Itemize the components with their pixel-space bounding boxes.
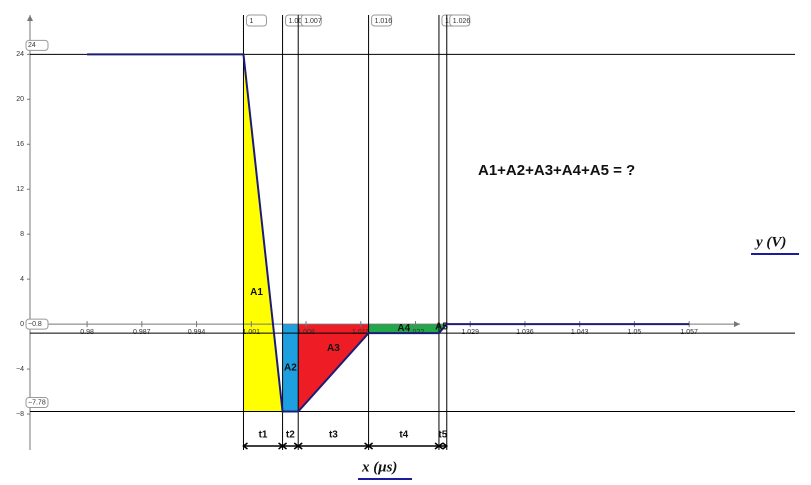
marker-label-box [300, 14, 322, 27]
x-tick-label: 1.057 [680, 329, 698, 336]
marker-label-box [25, 39, 49, 51]
arrow-head [242, 442, 248, 450]
x-tick-label: 0.987 [133, 329, 151, 336]
x-axis-arrow [734, 321, 740, 328]
x-marker-label: 1.005 [289, 18, 307, 25]
x-tick-label: 1.036 [516, 329, 534, 336]
area-label: A1 [250, 287, 263, 298]
y-tick-label: 16 [16, 141, 24, 148]
marker-label-box [245, 14, 267, 27]
x-tick-label: 1.008 [297, 329, 315, 336]
x-marker-label: 1.026 [453, 18, 471, 25]
marker-label-box [25, 318, 49, 330]
y-axis-arrow [27, 15, 33, 21]
x-tick-label: 0.994 [188, 329, 206, 336]
marker-label-box [25, 397, 49, 409]
interval-label: t3 [329, 430, 338, 441]
x-marker-label: 1 [249, 18, 253, 25]
arrow-head [296, 442, 303, 450]
area-label: A3 [327, 343, 340, 354]
y-tick-label: 12 [16, 186, 24, 193]
x-tick-label: 1.029 [461, 329, 479, 336]
marker-label-box [449, 14, 471, 27]
y-axis-label: y (V) [754, 234, 786, 250]
y-tick-label: 4 [20, 276, 24, 283]
x-marker-label: 1.016 [375, 18, 393, 25]
x-tick-label: 1.001 [243, 329, 261, 336]
area-label: A4 [397, 323, 410, 334]
y-tick-label: 20 [16, 96, 24, 103]
interval-label: t1 [259, 430, 268, 441]
x-tick-label: 0.98 [80, 329, 94, 336]
y-tick-label: 8 [20, 231, 24, 238]
arrow-head [437, 442, 444, 450]
y-tick-label: 0 [20, 321, 24, 328]
data-line [87, 53, 690, 413]
y-marker-label: −0.8 [28, 321, 42, 328]
interval-label: t4 [399, 430, 408, 441]
area-label: A5 [435, 322, 448, 333]
area [368, 324, 439, 334]
y-marker-label: −7.78 [28, 399, 46, 406]
area [298, 324, 369, 412]
chart-title: A1+A2+A3+A4+A5 = ? [478, 162, 635, 179]
interval-label: t5 [438, 430, 447, 441]
marker-label-box [371, 14, 393, 27]
y-tick-label: 24 [16, 51, 24, 58]
arrow-head [281, 442, 288, 450]
y-tick-label: −4 [16, 366, 24, 373]
interval-label: t2 [286, 430, 295, 441]
arrow-head [367, 442, 374, 450]
x-tick-label: 1.043 [571, 329, 589, 336]
x-axis-label: x (μs) [361, 459, 397, 475]
x-tick-label: 1.05 [628, 329, 642, 336]
y-marker-label: 24 [28, 42, 36, 49]
area-label: A2 [284, 362, 297, 373]
arrow-head [442, 442, 449, 450]
area [282, 324, 299, 412]
x-marker-label: 1.007 [304, 18, 322, 25]
x-tick-label: 1.015 [352, 329, 370, 336]
y-tick-label: −8 [16, 411, 24, 418]
